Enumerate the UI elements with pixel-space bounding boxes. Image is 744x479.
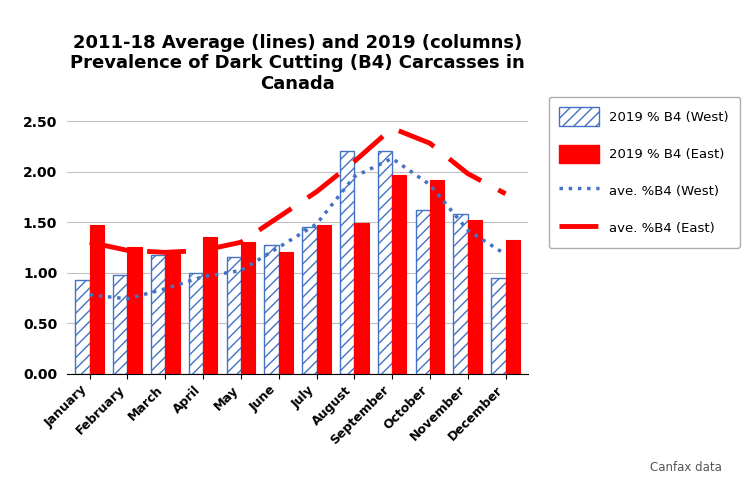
Bar (378, 151, 392, 374)
Bar (491, 278, 506, 374)
Bar (453, 214, 468, 374)
Legend: 2019 % B4 (West), 2019 % B4 (East), ave. %B4 (West), ave. %B4 (East): 2019 % B4 (West), 2019 % B4 (East), ave.… (548, 97, 740, 248)
Bar (226, 257, 241, 374)
Bar (279, 252, 293, 374)
Bar (127, 247, 142, 374)
Bar (430, 180, 444, 374)
Bar (416, 210, 430, 374)
Text: 2011-18 Average (lines) and 2019 (columns)
Prevalence of Dark Cutting (B4) Carca: 2011-18 Average (lines) and 2019 (column… (70, 34, 525, 93)
Bar (340, 151, 354, 374)
Bar (354, 223, 369, 374)
Bar (165, 251, 179, 374)
Bar (189, 273, 203, 374)
Bar (113, 274, 127, 374)
Bar (392, 175, 406, 374)
Bar (316, 225, 331, 374)
Bar (302, 227, 316, 374)
Bar (89, 225, 104, 374)
Bar (203, 237, 217, 374)
Bar (468, 220, 482, 374)
Bar (506, 240, 520, 374)
Text: Canfax data: Canfax data (650, 461, 722, 474)
Bar (75, 280, 89, 374)
Bar (264, 245, 279, 374)
Bar (151, 255, 165, 374)
Bar (241, 242, 255, 374)
